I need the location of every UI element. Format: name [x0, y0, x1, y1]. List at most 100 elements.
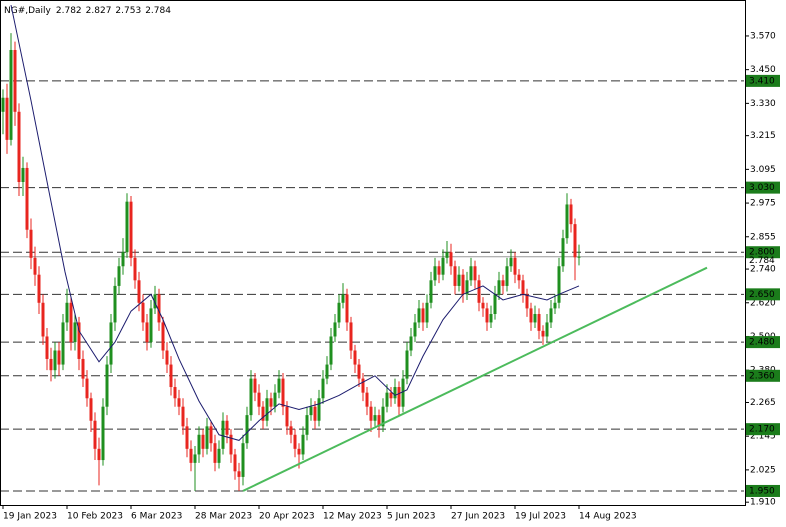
candle-body — [57, 350, 61, 365]
candle-body — [29, 229, 33, 258]
candle-body — [541, 330, 545, 337]
candle-body — [497, 280, 501, 295]
candle-body — [549, 308, 553, 323]
candle-body — [529, 308, 533, 323]
candle-body — [9, 49, 13, 140]
candle-body — [265, 398, 269, 421]
candle-body — [17, 111, 21, 183]
candle-body — [269, 398, 273, 407]
candle-body — [397, 387, 401, 407]
candle-body — [293, 434, 297, 449]
candle-body — [113, 285, 117, 323]
candle-body — [565, 204, 569, 239]
candle-body — [101, 406, 105, 461]
candle-body — [37, 274, 41, 303]
plot-frame — [0, 0, 746, 506]
candle-body — [445, 252, 449, 258]
candle-body — [333, 322, 337, 337]
candle-body — [125, 201, 129, 253]
candle-body — [209, 426, 213, 444]
candle-body — [473, 266, 477, 281]
candle-body — [461, 274, 465, 295]
candle-body — [509, 257, 513, 267]
candle-body — [21, 167, 25, 183]
candle-body — [273, 392, 277, 407]
level-label: 2.650 — [749, 290, 775, 300]
candle-body — [537, 314, 541, 331]
candle-body — [325, 364, 329, 379]
plot — [1, 4, 744, 492]
candle-body — [513, 257, 517, 275]
candle-body — [353, 350, 357, 365]
candle-body — [377, 415, 381, 427]
candle-body — [45, 336, 49, 359]
x-tick-label: 14 Aug 2023 — [579, 512, 637, 522]
y-tick-label: 3.095 — [750, 165, 776, 175]
symbol: NG#,Daily — [4, 6, 52, 16]
candle-body — [257, 392, 261, 407]
level-label: 3.410 — [749, 76, 775, 86]
candle-body — [297, 448, 301, 455]
ohlc-close: 2.784 — [145, 6, 171, 16]
candle-body — [533, 314, 537, 323]
candle-body — [577, 256, 581, 258]
level-label: 1.950 — [749, 486, 775, 496]
y-tick-label: 2.740 — [750, 265, 776, 275]
y-tick-label: 1.910 — [750, 498, 776, 508]
level-label: 2.800 — [749, 248, 775, 258]
candle-body — [105, 364, 109, 407]
y-tick-label: 3.330 — [750, 99, 776, 109]
candle-body — [369, 406, 373, 421]
x-tick-label: 19 Jul 2023 — [515, 512, 566, 522]
ohlc-low: 2.753 — [115, 6, 141, 16]
candle-body — [145, 322, 149, 343]
candle-body — [553, 302, 557, 309]
y-tick-label: 3.570 — [750, 31, 776, 41]
candle-body — [385, 392, 389, 407]
candle-body — [401, 378, 405, 407]
candle-body — [453, 266, 457, 286]
candle-body — [457, 274, 461, 286]
candle-body — [557, 266, 561, 303]
candle-body — [61, 322, 65, 365]
candle-body — [337, 302, 341, 323]
candle-body — [501, 280, 505, 286]
candle-body — [201, 434, 205, 449]
candle-body — [329, 336, 333, 365]
candle-body — [493, 294, 497, 315]
candle-body — [341, 294, 345, 303]
candle-body — [173, 387, 177, 399]
candle-body — [505, 266, 509, 286]
candle-body — [429, 280, 433, 303]
y-tick-label: 2.620 — [750, 298, 776, 308]
candle-body — [321, 378, 325, 399]
x-tick-label: 20 Apr 2023 — [259, 512, 315, 522]
x-tick-label: 6 Mar 2023 — [131, 512, 182, 522]
candle-body — [117, 266, 121, 286]
candle-body — [5, 97, 9, 140]
candle-body — [193, 454, 197, 463]
candle-body — [181, 406, 185, 427]
level-label: 3.030 — [749, 183, 775, 193]
trend-line — [242, 266, 708, 492]
candle-body — [237, 471, 241, 477]
level-label-box — [746, 288, 780, 301]
level-label-box — [746, 74, 780, 87]
x-tick-label: 28 Mar 2023 — [195, 512, 252, 522]
candle-body — [217, 448, 221, 463]
candle-body — [277, 378, 281, 393]
candle-body — [465, 280, 469, 295]
candle-body — [481, 302, 485, 309]
candle-body — [241, 443, 245, 477]
x-tick-label: 19 Jan 2023 — [3, 512, 57, 522]
x-tick-label: 27 Jun 2023 — [451, 512, 505, 522]
y-tick-label: 2.145 — [750, 432, 776, 442]
candle-body — [137, 280, 141, 303]
level-label: 2.360 — [749, 371, 775, 381]
level-label: 2.170 — [749, 425, 775, 435]
candle-body — [345, 294, 349, 323]
candle-body — [441, 257, 445, 275]
y-tick-label: 2.975 — [750, 199, 776, 209]
x-tick-label: 5 Jun 2023 — [387, 512, 435, 522]
candle-body — [189, 448, 193, 463]
